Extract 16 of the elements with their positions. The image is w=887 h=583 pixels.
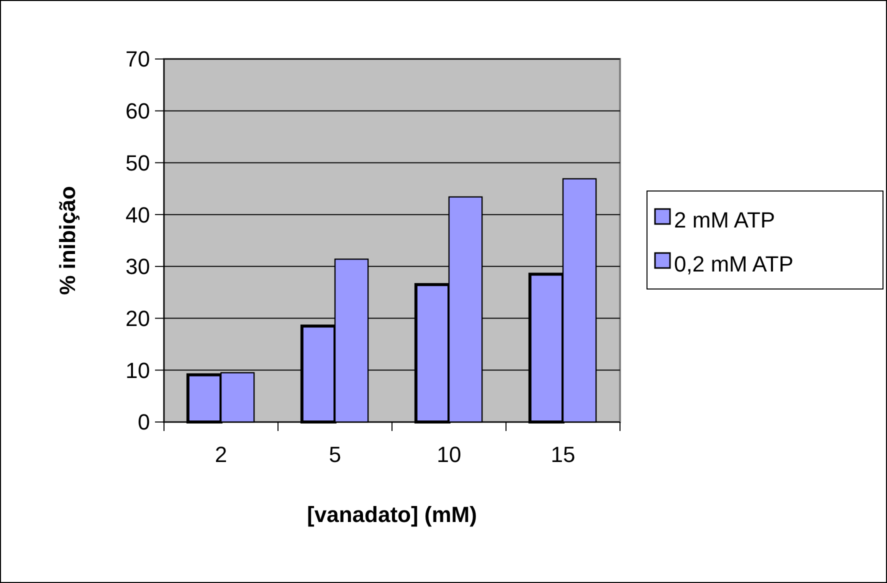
x-tick-label: 15 xyxy=(550,442,576,467)
x-tick-label: 2 xyxy=(214,442,228,467)
y-tick-label: 10 xyxy=(126,358,150,383)
y-tick-label: 70 xyxy=(126,46,150,72)
y-tick-label: 40 xyxy=(126,202,150,228)
x-tick-label: 10 xyxy=(436,442,462,467)
y-axis-title: % inibição xyxy=(55,186,80,295)
x-axis-title: [vanadato] (mM) xyxy=(307,502,477,527)
y-tick-label: 0 xyxy=(138,410,150,435)
legend-label: 0,2 mM ATP xyxy=(674,252,794,277)
y-tick-label: 20 xyxy=(126,306,150,331)
y-tick-label: 60 xyxy=(126,98,150,124)
y-tick-label: 50 xyxy=(126,150,150,176)
legend-label: 2 mM ATP xyxy=(674,208,776,233)
x-tick-label: 5 xyxy=(328,442,342,467)
y-tick-label: 30 xyxy=(126,254,150,280)
